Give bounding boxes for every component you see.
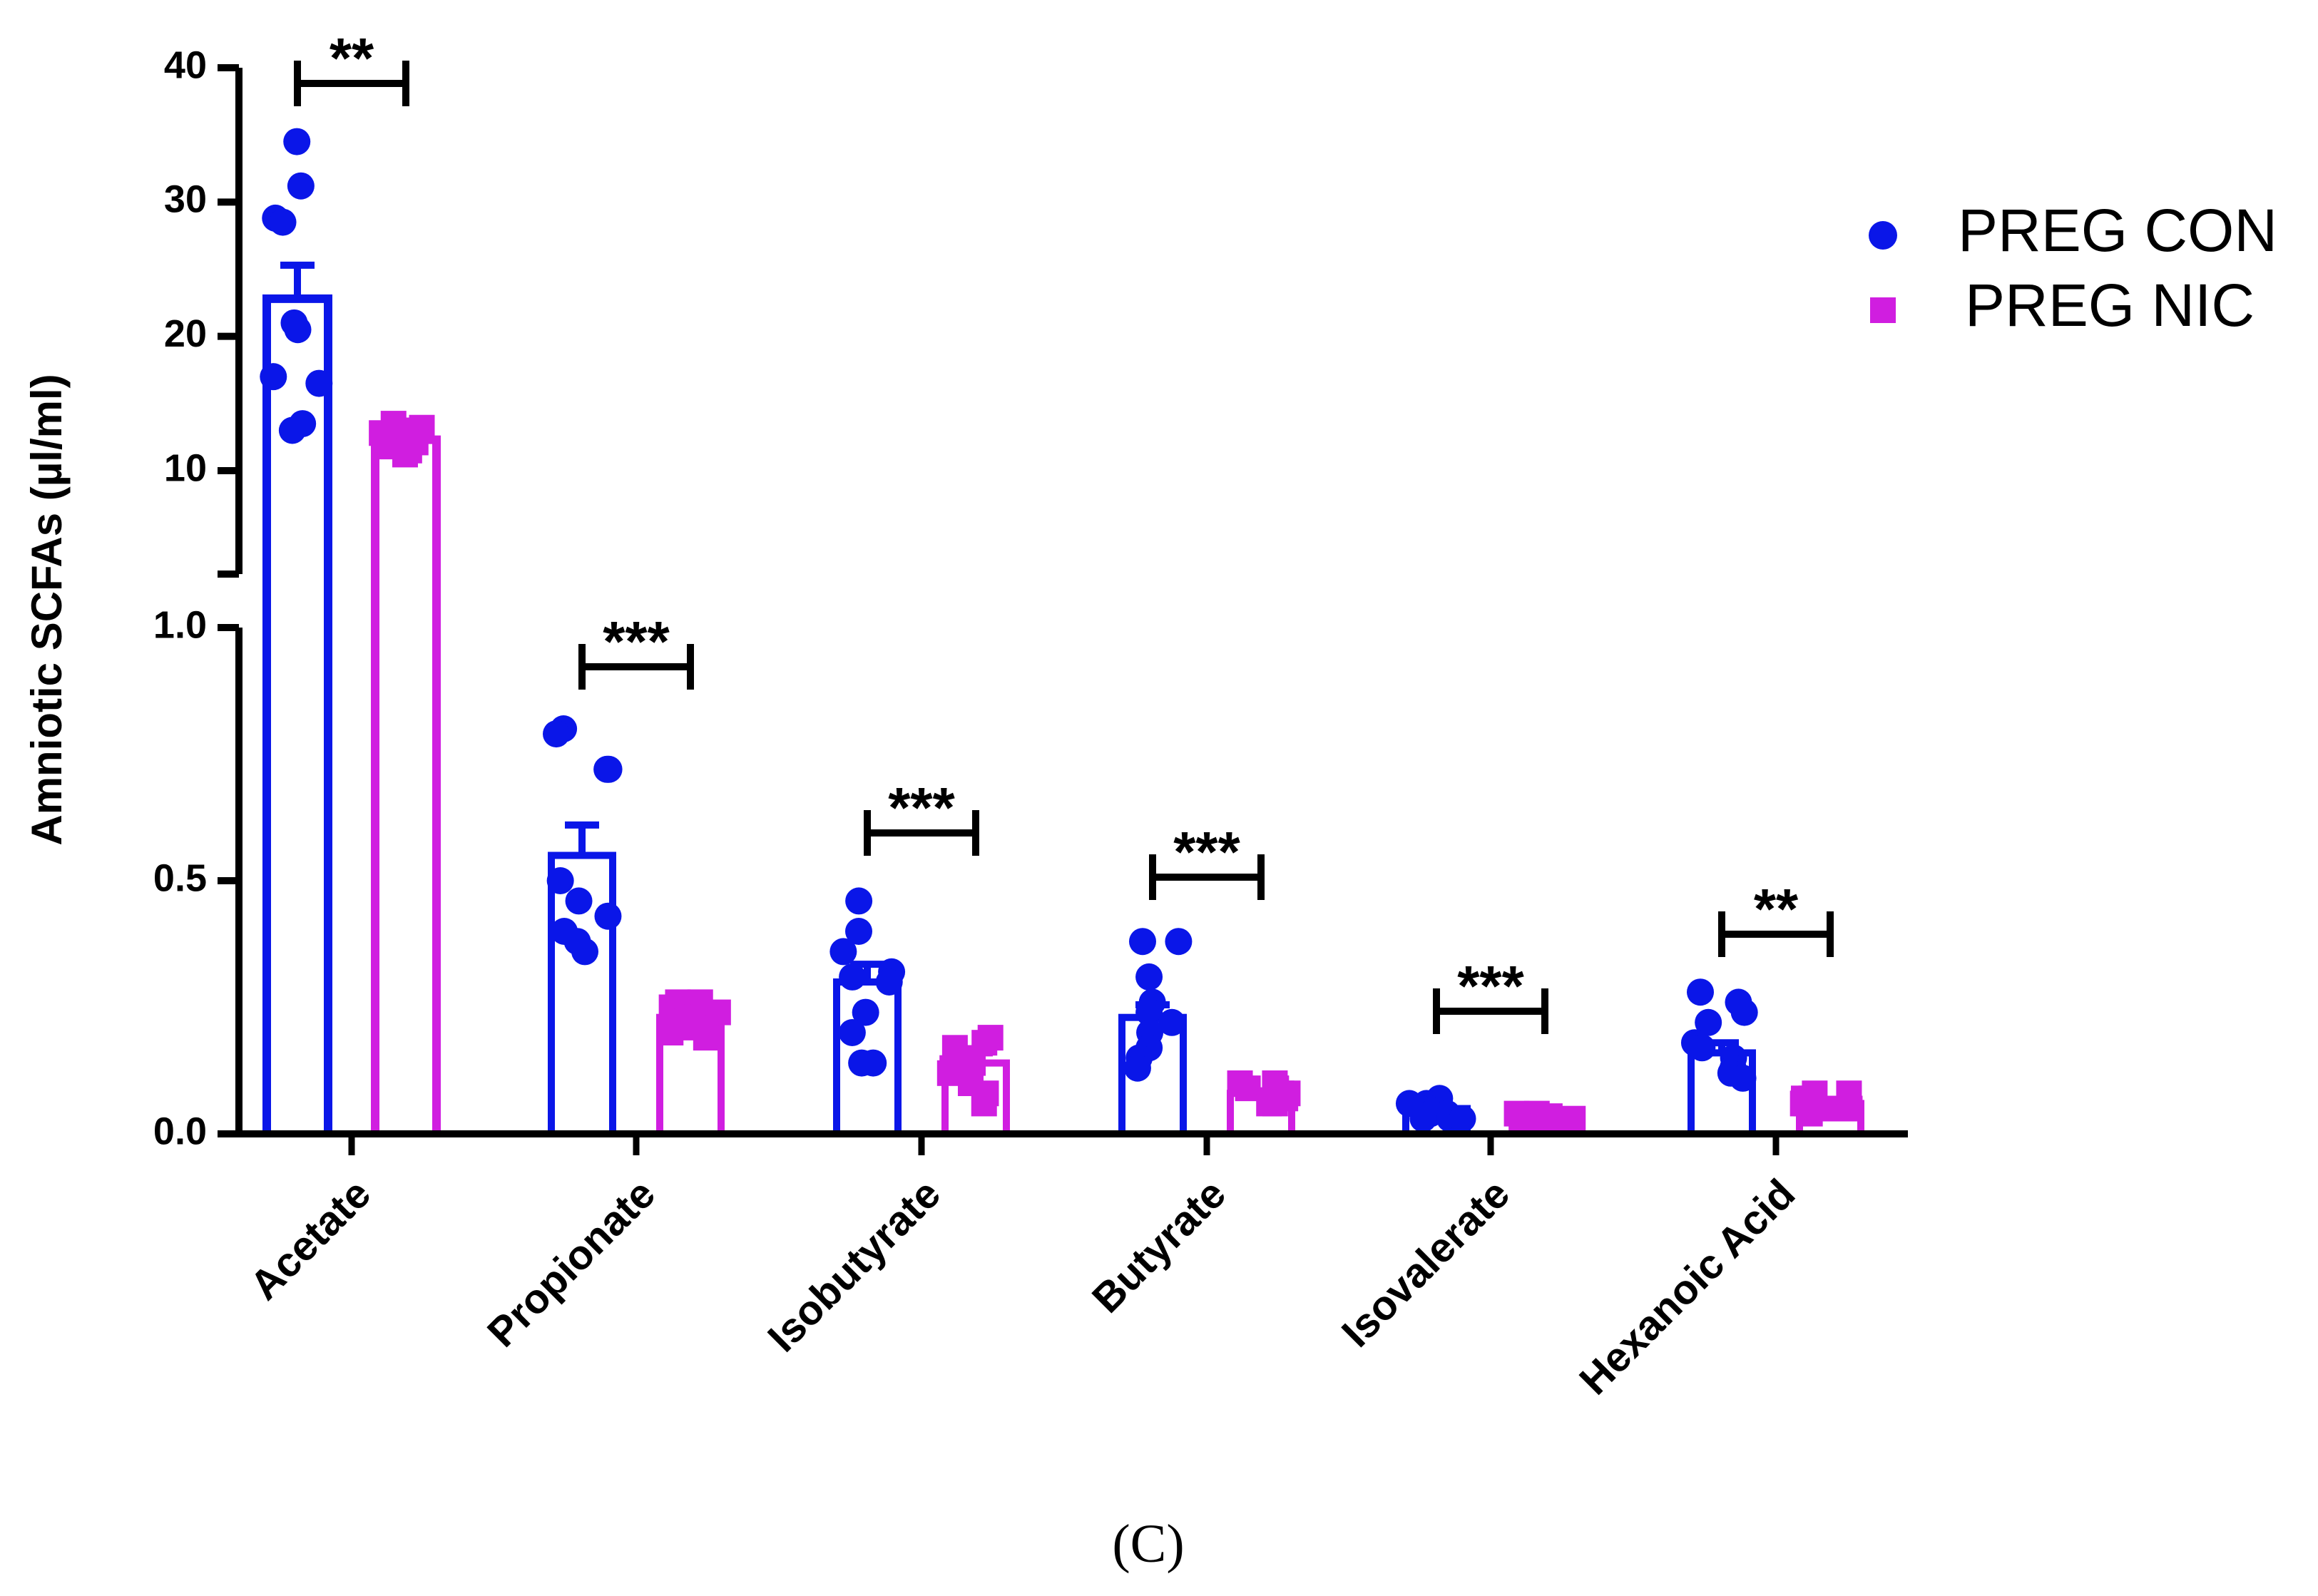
legend-label-preg-con: PREG CON	[1958, 197, 2277, 264]
sig-bracket-butyrate: ***	[1149, 820, 1265, 900]
sig-bracket-isovalerate: ***	[1433, 954, 1548, 1034]
x-tick-label-isobutyrate: Isobutyrate	[759, 1170, 949, 1361]
point-isovalerate-preg-con-9	[1449, 1105, 1476, 1132]
y-tick-label-upper-1: 20	[164, 312, 207, 355]
point-hexanoic-acid-preg-con-2	[1730, 998, 1758, 1026]
y-tick-label-upper-0: 10	[164, 446, 207, 489]
point-isobutyrate-preg-con-9	[848, 1049, 876, 1077]
point-propionate-preg-con-9	[571, 938, 599, 966]
point-isobutyrate-preg-con-7	[838, 1019, 866, 1046]
point-acetate-preg-con-5	[284, 316, 312, 344]
point-hexanoic-acid-preg-con-5	[1688, 1034, 1716, 1062]
point-isobutyrate-preg-con-0	[845, 887, 873, 915]
y-tick-label-upper-2: 30	[164, 178, 207, 221]
point-propionate-preg-con-1	[543, 720, 571, 748]
point-hexanoic-acid-preg-con-0	[1687, 978, 1715, 1006]
x-tick-label-hexanoic-acid: Hexanoic Acid	[1571, 1170, 1804, 1403]
point-acetate-preg-con-9	[278, 416, 306, 444]
y-axis-label: Amniotic SCFAs (µl/ml)	[23, 374, 71, 845]
sig-label-acetate: **	[330, 26, 374, 90]
point-propionate-preg-con-6	[594, 902, 622, 930]
point-hexanoic-acid-preg-con-9	[1729, 1064, 1757, 1092]
point-hexanoic-acid-preg-con-3	[1695, 1008, 1722, 1036]
point-butyrate-preg-con-5	[1158, 1008, 1186, 1036]
point-isobutyrate-preg-con-1	[845, 918, 873, 945]
y-tick-label-lower-2: 1.0	[153, 603, 207, 646]
x-tick-label-propionate: Propionate	[479, 1170, 664, 1356]
y-tick-label-upper-3: 40	[164, 44, 207, 86]
points-layer	[260, 128, 1863, 1137]
y-tick-label-lower-1: 0.5	[153, 856, 207, 899]
x-tick-label-acetate: Acetate	[241, 1170, 379, 1309]
axes-layer: Acetate Propionate Isobutyrate Butyrate Isov…	[153, 44, 1908, 1403]
point-propionate-preg-nic-8	[658, 1020, 684, 1045]
point-acetate-preg-nic-9	[392, 441, 418, 468]
point-butyrate-preg-con-0	[1165, 928, 1193, 956]
point-acetate-preg-con-1	[287, 172, 315, 200]
point-butyrate-preg-nic-9	[1256, 1090, 1282, 1117]
bars-layer	[262, 294, 1864, 1138]
point-propionate-preg-nic-9	[693, 1025, 719, 1051]
point-isobutyrate-preg-nic-9	[971, 1090, 997, 1117]
point-acetate-preg-con-6	[260, 363, 287, 391]
sig-label-butyrate: ***	[1173, 820, 1240, 884]
y-tick-label-lower-0: 0.0	[153, 1110, 207, 1152]
sig-label-isobutyrate: ***	[888, 776, 955, 839]
point-propionate-preg-con-4	[546, 867, 574, 894]
point-isobutyrate-preg-con-6	[852, 998, 879, 1026]
panel-label: (C)	[1112, 1514, 1184, 1574]
point-isobutyrate-preg-con-4	[839, 963, 867, 991]
point-acetate-preg-con-7	[305, 369, 333, 397]
point-isobutyrate-preg-con-2	[829, 938, 857, 966]
point-acetate-preg-con-3	[269, 208, 297, 236]
point-isobutyrate-preg-con-5	[875, 968, 903, 996]
x-tick-label-butyrate: Butyrate	[1083, 1170, 1235, 1321]
point-acetate-preg-con-0	[283, 128, 311, 155]
point-butyrate-preg-con-2	[1135, 963, 1163, 991]
point-butyrate-preg-con-1	[1128, 928, 1156, 956]
sig-label-propionate: ***	[603, 610, 670, 673]
legend-label-preg-nic: PREG NIC	[1965, 272, 2255, 339]
legend-marker-preg-con	[1869, 221, 1897, 250]
errors-layer	[280, 261, 1847, 1121]
point-butyrate-preg-con-9	[1123, 1054, 1151, 1082]
sig-label-isovalerate: ***	[1457, 954, 1524, 1018]
point-propionate-preg-con-5	[565, 887, 593, 915]
point-isovalerate-preg-con-8	[1409, 1105, 1437, 1132]
sig-bracket-propionate: ***	[578, 610, 694, 690]
legend: PREG CON PREG NIC	[1869, 197, 2277, 339]
sig-bracket-hexanoic-acid: **	[1718, 877, 1834, 957]
legend-marker-preg-nic	[1870, 297, 1896, 323]
sig-bracket-acetate: **	[294, 26, 409, 106]
x-tick-label-isovalerate: Isovalerate	[1333, 1170, 1518, 1356]
point-propionate-preg-nic-3	[705, 999, 731, 1025]
sig-label-hexanoic-acid: **	[1754, 877, 1799, 941]
point-hexanoic-acid-preg-nic-9	[1797, 1100, 1823, 1127]
point-propionate-preg-con-3	[595, 755, 623, 783]
significance-layer: ****************	[294, 26, 1834, 1034]
sig-bracket-isobutyrate: ***	[864, 776, 979, 856]
